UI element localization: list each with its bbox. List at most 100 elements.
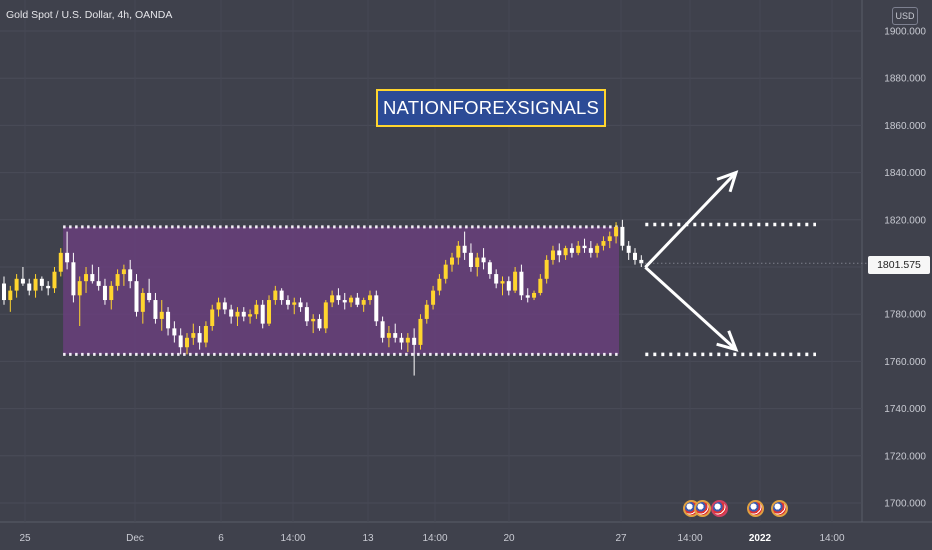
candle-body [273, 290, 278, 301]
y-tick-label: 1840.000 [884, 168, 926, 179]
y-tick-label: 1740.000 [884, 404, 926, 415]
candle-body [456, 245, 461, 258]
candle-body [172, 328, 177, 336]
candle-body [468, 252, 473, 267]
last-price-tag: 1801.575 [868, 256, 930, 274]
candle-body [342, 300, 347, 303]
candle-body [279, 290, 284, 301]
candle-body [601, 241, 606, 246]
candle-body [431, 290, 436, 305]
x-tick-label: 27 [615, 533, 627, 544]
candle-body [248, 314, 253, 317]
watermark-badge: NATIONFOREXSIGNALS [376, 89, 606, 127]
x-tick-label: 13 [362, 533, 374, 544]
candle-body [153, 300, 158, 319]
x-tick-label: 6 [218, 533, 224, 544]
candle-body [487, 262, 492, 275]
candle-body [292, 302, 297, 305]
candle-body [304, 307, 309, 322]
candle-body [380, 321, 385, 338]
candle-body [2, 283, 6, 301]
arrow-up-line [644, 171, 738, 269]
candle-body [355, 297, 360, 305]
candle-body [367, 295, 372, 301]
candle-body [285, 300, 290, 305]
candle-body [77, 281, 82, 296]
candle-body [336, 295, 341, 301]
candle-body [128, 269, 133, 282]
x-tick-label: 14:00 [677, 533, 702, 544]
candle-body [349, 297, 354, 303]
arrow-down-head [716, 330, 739, 352]
candle-body [386, 333, 391, 338]
y-tick-label: 1820.000 [884, 215, 926, 226]
y-tick-label: 1900.000 [884, 27, 926, 38]
candle-body [550, 250, 555, 260]
candle-body [147, 292, 152, 301]
candle-body [544, 259, 549, 279]
range-box-fill [63, 226, 620, 355]
currency-label[interactable]: USD [892, 7, 918, 25]
candle-body [90, 274, 95, 282]
candle-body [412, 337, 417, 345]
candle-body [513, 271, 518, 291]
us-flag-icon[interactable] [711, 500, 728, 517]
candle-body [267, 300, 272, 324]
candle-body [494, 274, 499, 284]
candle-body [588, 248, 593, 253]
candle-body [210, 309, 215, 326]
x-tick-label: 25 [19, 533, 31, 544]
us-flag-icon[interactable] [771, 500, 788, 517]
candle-body [254, 304, 259, 315]
candle-body [197, 333, 202, 343]
candle-body [46, 285, 51, 289]
candle-body [191, 333, 196, 338]
y-tick-label: 1760.000 [884, 357, 926, 368]
candle-body [582, 245, 587, 249]
candle-body [121, 269, 126, 275]
candle-body [374, 295, 379, 322]
candle-body [166, 311, 171, 329]
y-tick-label: 1780.000 [884, 310, 926, 321]
range-box [63, 225, 620, 356]
candle-body [500, 281, 505, 284]
candle-body [481, 257, 486, 263]
us-flag-icon[interactable] [747, 500, 764, 517]
candle-body [569, 248, 574, 253]
candle-body [506, 281, 511, 291]
arrow-up-head [716, 170, 739, 193]
candle-body [71, 262, 76, 296]
dotted-levels [641, 222, 868, 357]
chart-title: Gold Spot / U.S. Dollar, 4h, OANDA [6, 9, 173, 21]
candle-body [450, 257, 455, 265]
candle-body [563, 248, 568, 256]
candle-body [84, 274, 89, 282]
candle-body [235, 311, 240, 317]
candle-body [399, 337, 404, 343]
candle-body [14, 278, 19, 291]
time-axis: 25 Dec 6 14:00 13 14:00 20 27 14:00 2022 14:00 [19, 533, 845, 544]
candle-body [39, 278, 44, 286]
candle-body [203, 326, 208, 343]
candle-body [33, 278, 38, 291]
x-tick-label: Dec [126, 533, 144, 544]
y-tick-label: 1880.000 [884, 74, 926, 85]
candle-body [424, 304, 429, 319]
candle-body [475, 257, 480, 267]
us-flag-icon[interactable] [694, 500, 711, 517]
candle-body [323, 302, 328, 329]
candle-body [115, 274, 120, 286]
candle-body [595, 245, 600, 253]
candle-body [216, 302, 221, 310]
projection-arrows [644, 170, 739, 352]
candle-body [178, 335, 183, 348]
candle-body [361, 300, 366, 305]
candle-body [525, 295, 530, 298]
x-tick-label: 14:00 [280, 533, 305, 544]
x-tick-label: 14:00 [422, 533, 447, 544]
candle-body [229, 309, 234, 317]
y-tick-label: 1860.000 [884, 121, 926, 132]
candle-body [443, 264, 448, 279]
candle-body [102, 285, 107, 301]
